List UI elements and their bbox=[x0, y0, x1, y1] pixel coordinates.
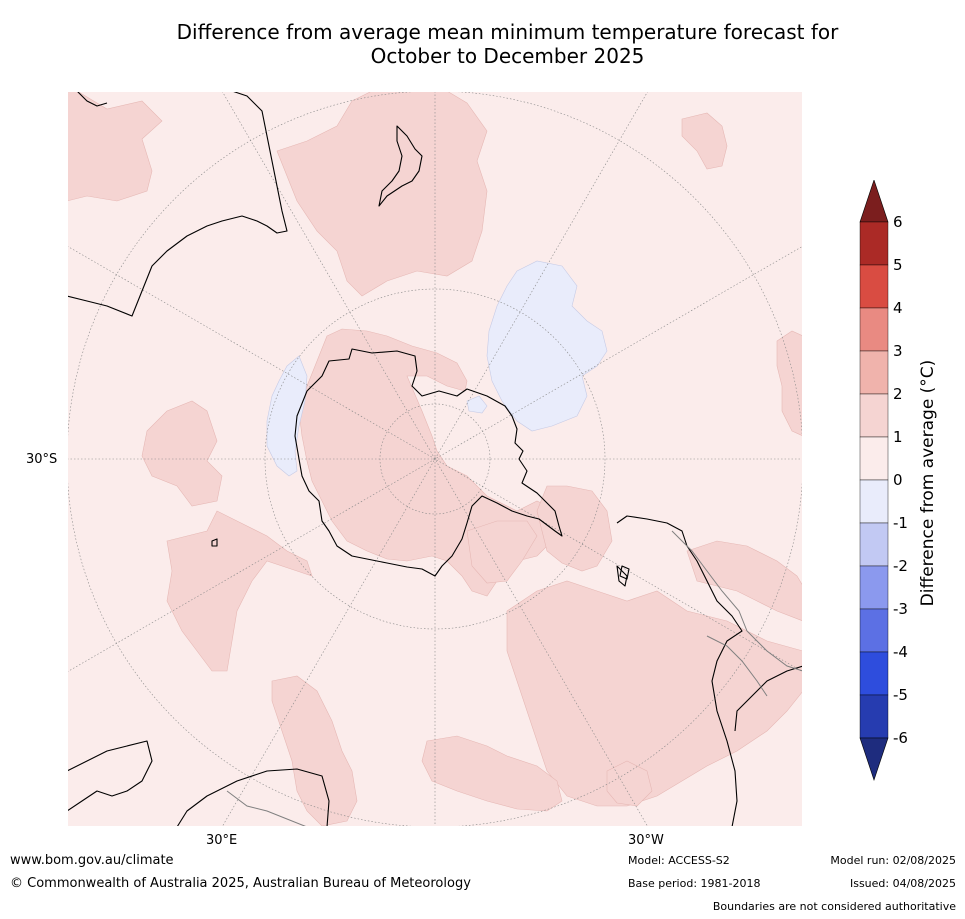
colorbar-band bbox=[859, 694, 889, 739]
colorbar-extend-bottom bbox=[859, 737, 889, 781]
colorbar-tick-label: 0 bbox=[893, 471, 903, 489]
colorbar-band bbox=[859, 350, 889, 395]
lon-label-30w: 30°W bbox=[628, 833, 664, 848]
colorbar-tick-label: 3 bbox=[893, 342, 903, 360]
footer-website[interactable]: www.bom.gov.au/climate bbox=[10, 853, 174, 868]
colorbar-band bbox=[859, 264, 889, 309]
colorbar-band bbox=[859, 479, 889, 524]
map-panel[interactable] bbox=[67, 91, 803, 827]
colorbar-extend-top bbox=[859, 180, 889, 223]
colorbar-band bbox=[859, 307, 889, 352]
anomaly-band-minus1-to-0 bbox=[266, 260, 608, 477]
colorbar-tick-label: -6 bbox=[893, 729, 908, 747]
colorbar-tick-label: -1 bbox=[893, 514, 908, 532]
graticule bbox=[67, 91, 803, 827]
chart-title: Difference from average mean minimum tem… bbox=[60, 20, 955, 68]
colorbar-tick-label: 6 bbox=[893, 213, 903, 231]
colorbar-tick-label: 5 bbox=[893, 256, 903, 274]
lat-label-30s: 30°S bbox=[26, 452, 58, 467]
title-line-1: Difference from average mean minimum tem… bbox=[176, 20, 839, 44]
footer-copyright: © Commonwealth of Australia 2025, Austra… bbox=[10, 876, 471, 891]
colorbar-tick-label: -2 bbox=[893, 557, 908, 575]
title-line-2: October to December 2025 bbox=[370, 44, 645, 68]
colorbar-band bbox=[859, 436, 889, 481]
country-boundaries bbox=[226, 530, 803, 827]
colorbar-band bbox=[859, 565, 889, 610]
footer-model: Model: ACCESS-S2 bbox=[628, 854, 730, 867]
lon-label-30e: 30°E bbox=[206, 833, 238, 848]
colorbar-tick-label: 2 bbox=[893, 385, 903, 403]
colorbar-tick-label: -3 bbox=[893, 600, 908, 618]
colorbar bbox=[859, 180, 889, 781]
colorbar-band bbox=[859, 522, 889, 567]
footer-disclaimer: Boundaries are not considered authoritat… bbox=[712, 900, 956, 913]
colorbar-band bbox=[859, 651, 889, 696]
colorbar-tick-label: -5 bbox=[893, 686, 908, 704]
colorbar-tick-label: 1 bbox=[893, 428, 903, 446]
coastlines bbox=[67, 91, 803, 827]
footer-base-period: Base period: 1981-2018 bbox=[628, 877, 761, 890]
colorbar-label: Difference from average (°C) bbox=[918, 359, 938, 607]
footer-issued: Issued: 04/08/2025 bbox=[849, 877, 956, 890]
colorbar-tick-label: 4 bbox=[893, 299, 903, 317]
colorbar-band bbox=[859, 608, 889, 653]
colorbar-tick-label: -4 bbox=[893, 643, 908, 661]
colorbar-band bbox=[859, 221, 889, 266]
colorbar-band bbox=[859, 393, 889, 438]
footer-model-run: Model run: 02/08/2025 bbox=[830, 854, 956, 867]
